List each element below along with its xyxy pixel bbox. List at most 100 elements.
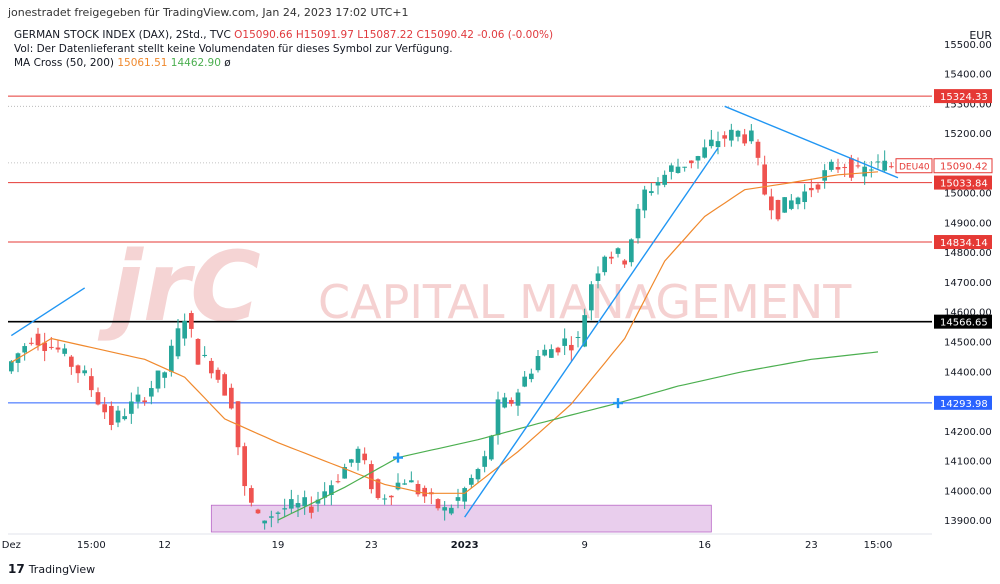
candle	[335, 474, 341, 484]
candle	[69, 355, 74, 375]
time-tick-label: 15:00	[77, 540, 106, 551]
candle	[289, 489, 294, 513]
candle-body	[602, 256, 607, 273]
price-tick-label: 14700.00	[944, 278, 992, 289]
candle	[155, 370, 161, 393]
candle	[135, 386, 141, 409]
candle-body	[562, 338, 567, 346]
candle	[469, 474, 474, 489]
candle-body	[589, 284, 594, 311]
time-tick-label: 23	[805, 540, 818, 551]
candle-body	[302, 497, 307, 507]
candle	[682, 166, 687, 172]
candle-body	[9, 361, 14, 372]
candle	[415, 480, 421, 497]
trendline	[10, 287, 86, 337]
candle	[775, 199, 781, 222]
candle-body	[889, 166, 894, 168]
candle	[222, 372, 227, 396]
candle	[695, 155, 701, 169]
candle	[689, 160, 694, 169]
candle-body	[155, 370, 161, 389]
candle	[755, 139, 761, 166]
candle-body	[82, 370, 87, 374]
candle	[262, 520, 267, 530]
price-tick-label: 14500.00	[944, 337, 992, 348]
candle-body	[695, 156, 701, 161]
candle-body	[815, 184, 821, 190]
level-price-tag	[934, 314, 992, 329]
time-tick-label: 15:00	[864, 540, 893, 551]
candle-body	[715, 141, 721, 148]
candle-body	[489, 435, 494, 460]
candle	[675, 158, 681, 174]
candle-body	[709, 139, 714, 147]
candle	[282, 498, 287, 517]
candle	[349, 458, 354, 467]
candle-body	[362, 453, 367, 461]
candle	[502, 392, 507, 409]
candle-body	[869, 169, 874, 171]
candle-body	[182, 320, 187, 339]
candle-body	[175, 328, 181, 357]
candle-body	[255, 509, 261, 514]
candle-body	[769, 196, 774, 211]
ma-settings-icon[interactable]: ø	[224, 57, 231, 69]
candle-body	[222, 374, 227, 396]
candle	[369, 460, 374, 494]
candle	[795, 196, 801, 210]
ma50-line	[10, 171, 879, 494]
candle-body	[615, 248, 621, 254]
candle-body	[455, 497, 461, 501]
candle	[382, 494, 387, 505]
price-tick-label: 14600.00	[944, 308, 992, 319]
candle-body	[95, 392, 101, 405]
published-line: jonestradet freigegeben für TradingView.…	[8, 6, 409, 19]
candle	[742, 128, 747, 146]
candle-body	[109, 405, 114, 425]
candle-body	[502, 397, 507, 408]
candle-body	[315, 499, 321, 504]
time-tick-label: 19	[272, 540, 285, 551]
candle-body	[355, 448, 361, 463]
price-tick-label: 15200.00	[944, 129, 992, 140]
candle	[409, 471, 414, 483]
candle	[635, 204, 641, 244]
candle	[189, 310, 194, 338]
candle	[229, 383, 234, 410]
candle-body	[115, 410, 121, 423]
candle-body	[542, 349, 547, 356]
ma200-value: 14462.90	[170, 57, 221, 69]
candle	[302, 490, 307, 515]
ma-cross-row[interactable]: MA Cross (50, 200) 15061.51 14462.90 ø	[14, 56, 553, 70]
candle-body	[402, 483, 407, 485]
ma50-value: 15061.51	[117, 57, 168, 69]
candle-body	[42, 342, 47, 352]
candle-body	[655, 181, 661, 186]
candle-body	[169, 345, 174, 372]
candle	[275, 511, 281, 524]
candle	[389, 495, 394, 506]
candle	[249, 485, 254, 507]
candle	[835, 158, 841, 174]
candle	[722, 131, 727, 147]
symbol-row[interactable]: GERMAN STOCK INDEX (DAX), 2Std., TVC O15…	[14, 28, 553, 42]
candle-body	[649, 191, 654, 194]
time-tick-label: 9	[581, 540, 587, 551]
level-price-tag	[934, 175, 992, 190]
candle-body	[202, 354, 207, 356]
level-price-tag-label: 14566.65	[940, 318, 988, 329]
candle	[535, 350, 541, 373]
candle	[82, 365, 87, 376]
candle-body	[575, 337, 581, 339]
candle	[55, 340, 61, 353]
candle-body	[382, 498, 387, 500]
candle-body	[29, 342, 34, 344]
price-tick-label: 14100.00	[944, 457, 992, 468]
price-tick-label: 15400.00	[944, 70, 992, 81]
candle	[202, 346, 207, 358]
candle-body	[702, 147, 707, 158]
price-tick-label: 13900.00	[944, 516, 992, 527]
candle	[29, 337, 34, 346]
